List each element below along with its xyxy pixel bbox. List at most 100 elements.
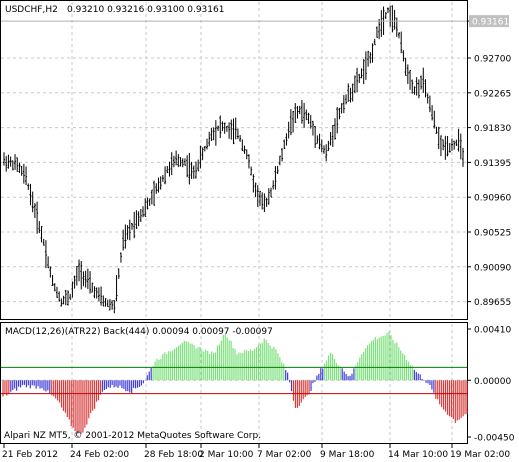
- price-bar: [201, 147, 204, 161]
- price-tick-label-4: 0.91395: [474, 159, 511, 169]
- price-bar: [159, 176, 162, 190]
- price-bar: [14, 154, 17, 170]
- price-bar: [258, 190, 261, 206]
- price-tick-label-1: 0.92700: [474, 55, 511, 65]
- price-bar: [71, 281, 74, 298]
- price-bar: [322, 145, 325, 154]
- price-bar: [391, 5, 394, 33]
- price-bar: [148, 198, 151, 206]
- price-bar: [327, 140, 330, 152]
- price-bar: [194, 161, 197, 179]
- price-bar: [448, 142, 451, 153]
- time-axis: 21 Feb 2012 24 Feb 02:00 28 Feb 18:002 Mar…: [2, 444, 510, 460]
- price-bar: [139, 208, 142, 222]
- price-bar: [360, 68, 363, 79]
- ohlc-label: 0.93210 0.93216 0.93100 0.93161: [67, 5, 224, 15]
- time-tick-label-5: 9 Mar 18:00: [320, 450, 375, 460]
- price-bar: [53, 283, 56, 292]
- price-bar: [450, 138, 453, 151]
- price-bar: [208, 131, 211, 147]
- price-bar: [311, 120, 314, 136]
- price-bar: [243, 145, 246, 154]
- price-bar: [426, 93, 429, 104]
- price-bar: [82, 271, 85, 287]
- price-bar: [371, 43, 374, 63]
- price-bar: [247, 154, 250, 169]
- price-bar: [119, 252, 122, 263]
- indicator-label: MACD(12,26)(ATR22) Back(444) 0.00094 0.0…: [5, 327, 273, 337]
- price-bar: [113, 299, 116, 314]
- price-bar: [345, 94, 348, 105]
- price-bar: [287, 121, 290, 139]
- price-bar: [104, 298, 107, 307]
- price-bar: [146, 197, 149, 210]
- price-bar: [420, 75, 423, 90]
- price-bar: [150, 189, 153, 205]
- price-bar: [42, 238, 45, 246]
- symbol-label: USDCHF,H2: [5, 5, 58, 15]
- price-bar: [300, 100, 303, 124]
- price-bar: [270, 187, 273, 198]
- price-bar: [100, 286, 103, 306]
- price-grid: [1, 2, 467, 318]
- price-bar: [179, 157, 182, 167]
- price-bar: [446, 136, 449, 157]
- time-tick-label-0: 21 Feb 2012: [2, 450, 58, 460]
- price-bar: [402, 50, 405, 62]
- price-bar: [38, 221, 41, 234]
- price-bar: [228, 122, 231, 139]
- price-bar: [314, 125, 317, 149]
- price-bar: [153, 180, 156, 206]
- price-bar: [186, 155, 189, 178]
- price-bar: [439, 135, 442, 157]
- price-bar: [126, 225, 129, 240]
- price-bar: [336, 106, 339, 134]
- price-bar: [393, 9, 396, 30]
- price-bar: [47, 256, 50, 269]
- ind-tick-label-0: 0.00410: [474, 326, 511, 336]
- price-bar: [349, 87, 352, 103]
- price-bar: [404, 57, 407, 77]
- price-bar: [75, 266, 78, 286]
- price-bar: [55, 286, 58, 298]
- time-tick-label-6: 14 Mar 10:00: [388, 450, 448, 460]
- price-bar: [164, 166, 167, 185]
- price-bar: [347, 83, 350, 102]
- price-bar: [122, 229, 125, 251]
- ind-tick-label-2: -0.00450: [474, 434, 515, 444]
- price-bar: [168, 161, 171, 177]
- price-bar: [305, 109, 308, 121]
- price-bar: [274, 166, 277, 190]
- price-bar: [358, 73, 361, 84]
- price-bar: [254, 182, 257, 197]
- price-tick-label-6: 0.90525: [474, 229, 511, 239]
- price-bar: [433, 110, 436, 129]
- price-bar: [417, 79, 420, 99]
- price-bar: [108, 299, 111, 311]
- price-bar: [320, 139, 323, 153]
- price-bar: [69, 293, 72, 300]
- price-bar: [60, 298, 63, 307]
- price-bar: [102, 295, 105, 307]
- price-bar: [263, 193, 266, 213]
- price-bar: [9, 156, 12, 167]
- price-bar: [367, 50, 370, 67]
- price-bar: [7, 154, 10, 169]
- price-bar: [406, 64, 409, 84]
- price-bar: [177, 154, 180, 168]
- price-bar: [362, 59, 365, 85]
- price-bar: [241, 139, 244, 152]
- price-bar: [334, 118, 337, 140]
- price-bar: [378, 18, 381, 40]
- time-tick-label-3: 2 Mar 10:00: [199, 450, 254, 460]
- price-bar: [384, 11, 387, 20]
- price-bar: [303, 102, 306, 128]
- price-bar: [453, 140, 456, 150]
- price-bar: [353, 75, 356, 94]
- price-bar: [424, 79, 427, 98]
- price-bar: [457, 128, 460, 152]
- price-bar: [245, 149, 248, 160]
- price-bar: [316, 135, 319, 144]
- price-bar: [206, 138, 209, 150]
- indicator-axis: 0.00410 0.00000 -0.00450: [467, 326, 515, 444]
